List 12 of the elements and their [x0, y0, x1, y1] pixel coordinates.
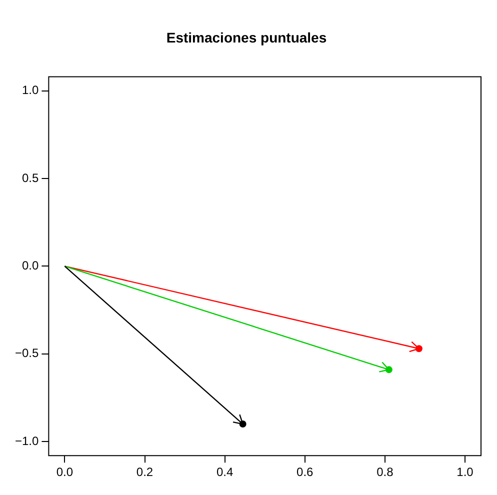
- y-tick-label: −1.0: [14, 434, 39, 448]
- y-tick-label: 0.0: [22, 258, 40, 273]
- x-tick-label: 0.4: [216, 465, 234, 480]
- y-tick-label: −0.5: [14, 346, 39, 360]
- x-tick-label: 0.8: [376, 465, 394, 480]
- x-tick-label: 0.2: [136, 465, 154, 480]
- x-tick-label: 1.0: [456, 465, 474, 480]
- chart-title: Estimaciones puntuales: [166, 29, 327, 46]
- y-tick-label: 1.0: [22, 83, 40, 98]
- x-tick-label: 0.6: [296, 465, 314, 480]
- y-tick-label: 0.5: [22, 170, 40, 185]
- x-tick-label: 0.0: [56, 465, 74, 480]
